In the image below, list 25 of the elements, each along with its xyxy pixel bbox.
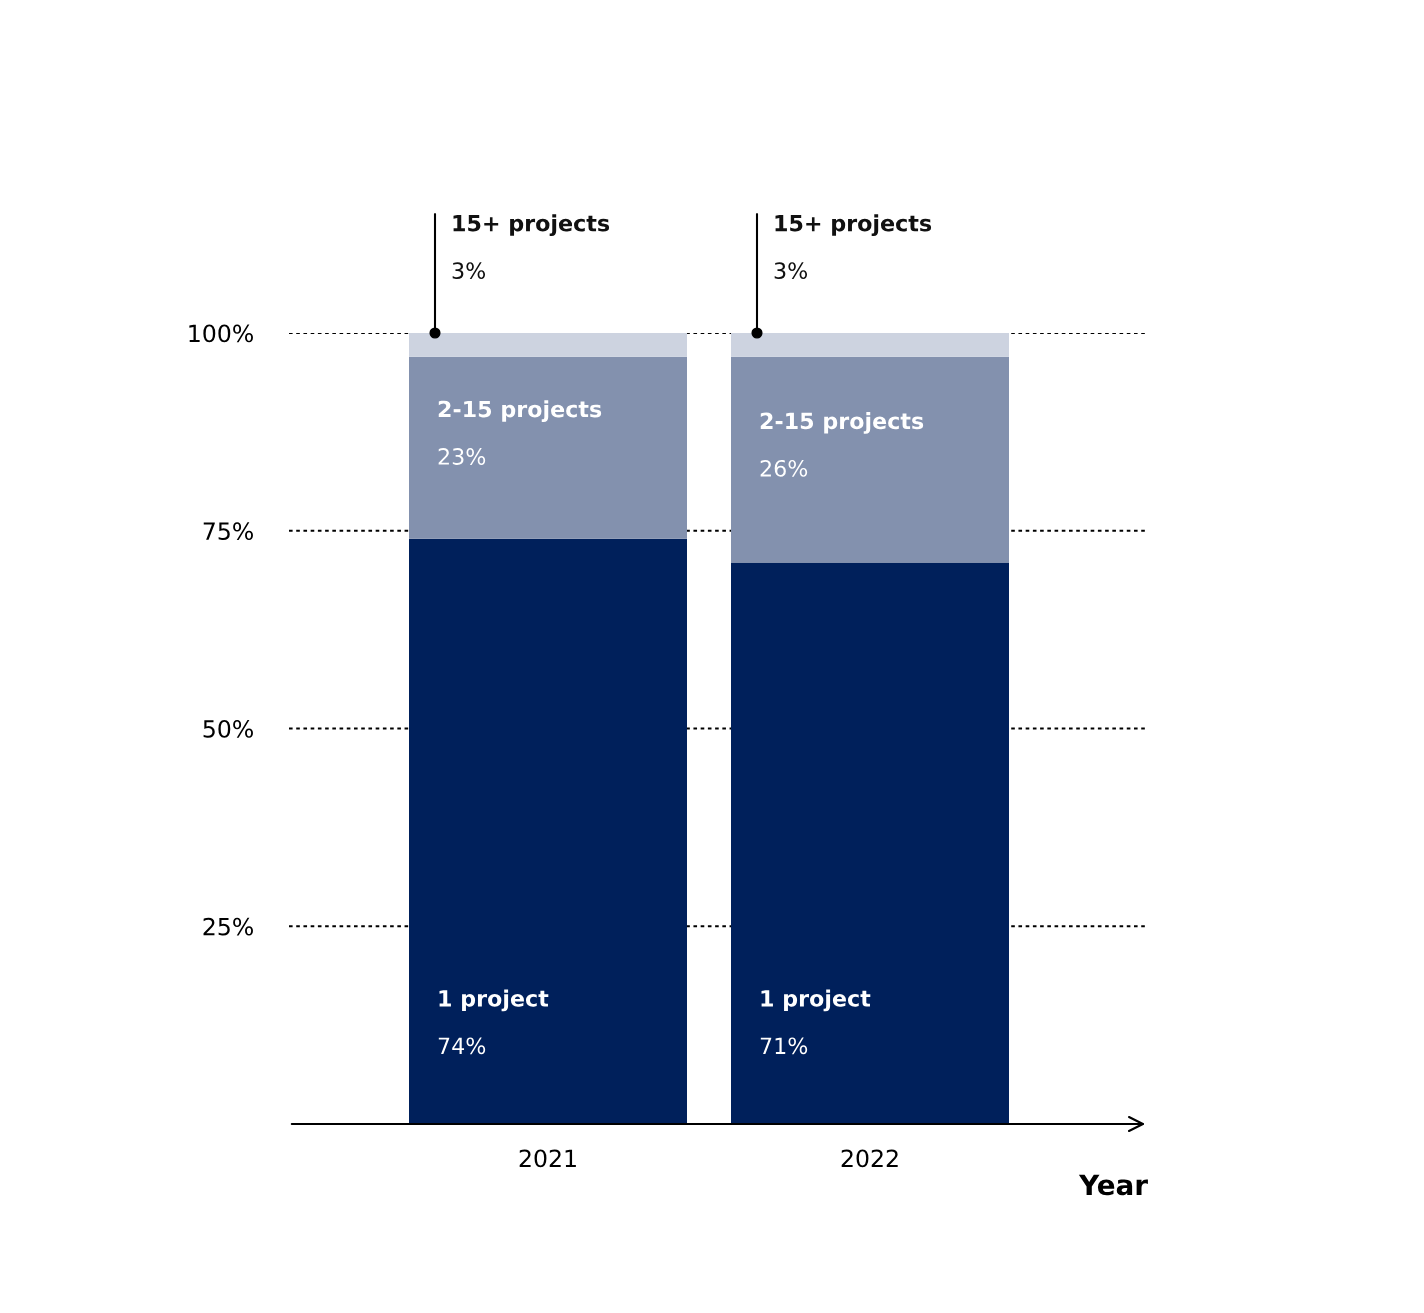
data-label: 23% <box>438 448 486 465</box>
bar <box>409 356 687 539</box>
bar <box>731 356 1009 563</box>
data-label: 74% <box>438 1037 486 1055</box>
data-label: 3% <box>774 262 808 280</box>
bar <box>731 562 1009 1124</box>
x-tick-label: 2021 <box>519 1149 576 1168</box>
bar <box>409 333 687 357</box>
series-label: 1 project <box>439 989 549 1012</box>
y-tick-label: 50% <box>203 719 253 738</box>
text: 1 project <box>761 989 871 1012</box>
bar <box>409 538 687 1124</box>
y-tick-label: 75% <box>203 522 253 541</box>
data-label: 26% <box>760 459 808 477</box>
series-label: 2-15 projects <box>438 400 602 422</box>
x-axis-title: Year <box>1078 1174 1148 1196</box>
text: 2-15 projects <box>760 412 924 434</box>
data-label: 3% <box>452 262 486 280</box>
y-tick-label: 25% <box>203 917 253 936</box>
text: 15+ projects <box>775 214 932 237</box>
x-tick-label: 2022 <box>841 1149 898 1168</box>
data-label: 71% <box>760 1037 808 1055</box>
bar <box>731 333 1009 357</box>
y-tick-label: 100% <box>189 324 253 343</box>
text: 15+ projects <box>453 214 610 237</box>
